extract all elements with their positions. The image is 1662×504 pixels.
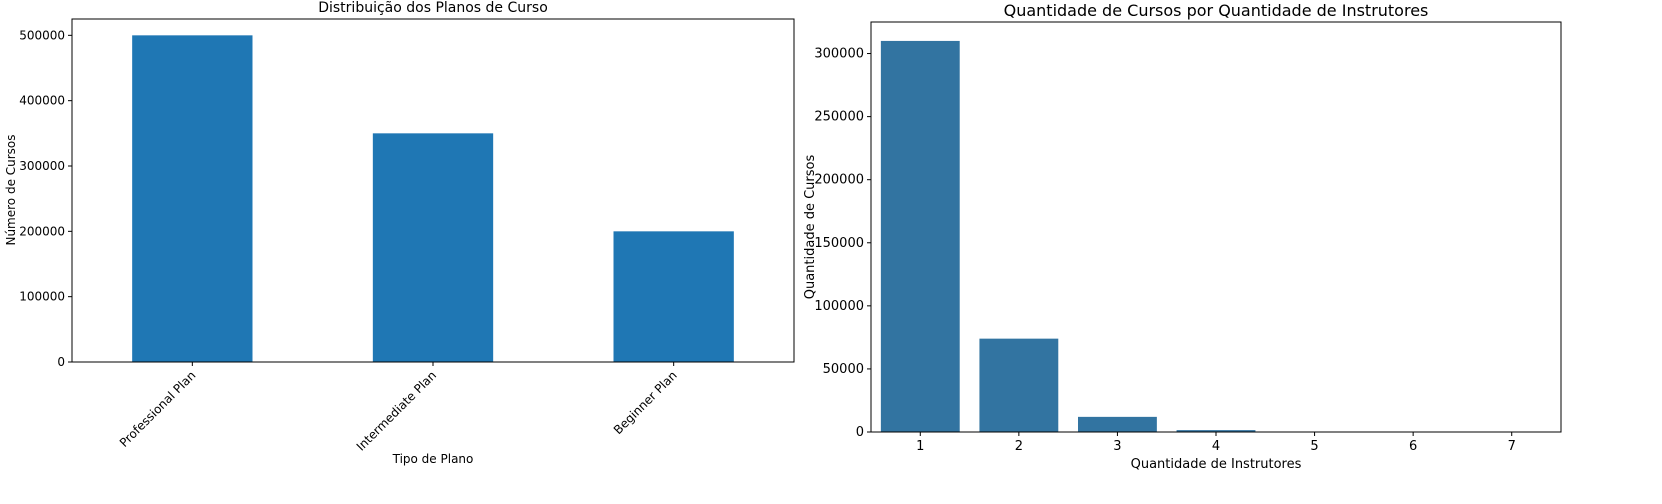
x-axis-label: Quantidade de Instrutores <box>1131 457 1302 472</box>
bar <box>979 339 1058 432</box>
plot-area-frame <box>871 22 1561 432</box>
x-tick-label: 7 <box>1508 439 1516 454</box>
x-tick-label: Intermediate Plan <box>354 368 439 453</box>
x-tick-label: Professional Plan <box>117 368 199 450</box>
x-tick-label: 2 <box>1015 439 1023 454</box>
y-tick-label: 200000 <box>19 224 65 238</box>
bar <box>132 35 252 362</box>
y-tick-label: 0 <box>856 425 864 440</box>
y-tick-label: 0 <box>57 355 65 369</box>
bar <box>1078 417 1157 432</box>
y-axis-label: Quantidade de Cursos <box>803 155 818 300</box>
x-tick-label: 5 <box>1310 439 1318 454</box>
y-tick-label: 500000 <box>19 28 65 42</box>
chart-title: Quantidade de Cursos por Quantidade de I… <box>1004 1 1429 20</box>
y-tick-label: 100000 <box>19 290 65 304</box>
y-tick-label: 150000 <box>814 236 864 251</box>
chart-title: Distribuição dos Planos de Curso <box>318 0 548 16</box>
chart-plan-distribution: Distribuição dos Planos de Curso 0 100000… <box>4 0 794 466</box>
y-tick-label: 300000 <box>19 159 65 173</box>
y-tick-label: 100000 <box>814 299 864 314</box>
x-tick-label: 3 <box>1113 439 1121 454</box>
x-tick-label: Beginner Plan <box>611 368 680 437</box>
x-axis-label: Tipo de Plano <box>392 452 474 466</box>
x-tick-label: 4 <box>1212 439 1220 454</box>
y-tick-label: 250000 <box>814 110 864 125</box>
chart-instructor-count: Quantidade de Cursos por Quantidade de I… <box>803 1 1561 472</box>
bar <box>373 133 493 362</box>
y-tick-label: 200000 <box>814 173 864 188</box>
y-tick-label: 50000 <box>823 362 864 377</box>
x-tick-label: 1 <box>916 439 924 454</box>
y-axis-label: Número de Cursos <box>4 134 18 245</box>
bar <box>881 41 960 432</box>
bar <box>614 231 734 362</box>
y-tick-label: 400000 <box>19 94 65 108</box>
y-tick-label: 300000 <box>814 47 864 62</box>
x-tick-label: 6 <box>1409 439 1417 454</box>
